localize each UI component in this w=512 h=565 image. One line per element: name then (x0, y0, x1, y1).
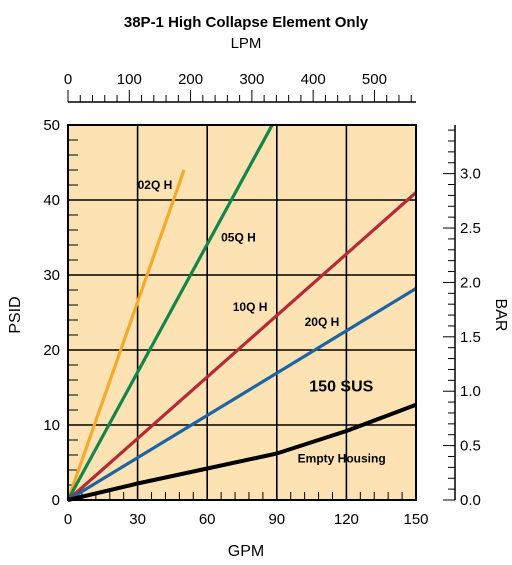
y-tick-label: 30 (43, 267, 60, 284)
x-tick-label: 120 (334, 511, 359, 528)
series-line-20q-h (67, 287, 417, 502)
chart-title: 38P-1 High Collapse Element Only (124, 14, 369, 31)
y-axis-label: PSID (7, 296, 24, 333)
right-tick-label: 1.0 (460, 383, 481, 400)
top-tick-label: 500 (362, 71, 387, 88)
annotation-label: 150 SUS (309, 378, 373, 395)
plot-area (68, 125, 416, 500)
top-axis-label: LPM (231, 35, 262, 52)
x-tick-label: 150 (403, 511, 428, 528)
right-tick-label: 2.5 (460, 220, 481, 237)
top-tick-label: 0 (64, 71, 72, 88)
series-line-empty-housing (67, 402, 417, 502)
annotation-label: 10Q H (233, 300, 268, 314)
y-tick-label: 20 (43, 342, 60, 359)
y-tick-label: 40 (43, 192, 60, 209)
right-tick-label: 1.5 (460, 329, 481, 346)
right-axis-ticks (443, 129, 455, 501)
grid (68, 125, 416, 500)
top-tick-label: 200 (178, 71, 203, 88)
right-tick-label: 0.5 (460, 438, 481, 455)
annotation-label: 20Q H (305, 315, 340, 329)
annotation-label: Empty Housing (298, 452, 386, 466)
x-tick-label: 30 (129, 511, 146, 528)
top-tick-label: 100 (117, 71, 142, 88)
x-tick-label: 60 (199, 511, 216, 528)
series-line-02q-h (66, 169, 186, 501)
y-tick-label: 50 (43, 117, 60, 134)
x-axis-label: GPM (228, 543, 264, 560)
right-tick-label: 0.0 (460, 492, 481, 509)
annotations: 02Q H 05Q H 10Q H 20Q H 150 SUS Empty Housing (138, 178, 386, 466)
top-tick-label: 300 (239, 71, 264, 88)
y-tick-label: 10 (43, 417, 60, 434)
series-lines (66, 124, 418, 502)
annotation-label: 05Q H (221, 230, 256, 244)
annotation-label: 02Q H (138, 178, 173, 192)
minor-ticks (68, 139, 403, 500)
plot-frame (67, 124, 417, 501)
right-tick-label: 3.0 (460, 166, 481, 183)
series-line-10q-h (66, 191, 418, 502)
y-tick-label: 0 (52, 492, 60, 509)
right-axis-label: BAR (492, 299, 509, 332)
top-axis-ticks (67, 90, 412, 102)
x-tick-label: 90 (268, 511, 285, 528)
series-line-05q-h (66, 124, 274, 501)
right-tick-label: 2.0 (460, 274, 481, 291)
x-tick-label: 0 (64, 511, 72, 528)
top-tick-label: 400 (301, 71, 326, 88)
